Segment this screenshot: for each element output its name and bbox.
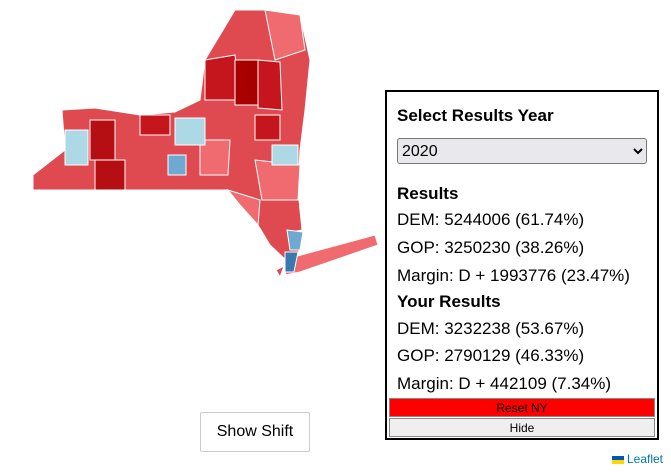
- attribution-link[interactable]: Leaflet: [626, 452, 663, 466]
- county: [139, 114, 171, 136]
- county: [264, 9, 306, 61]
- show-shift-button[interactable]: Show Shift: [200, 412, 310, 452]
- county: [234, 59, 259, 106]
- county: [271, 144, 299, 166]
- your-result-line: GOP: 2790129 (46.33%): [397, 346, 585, 365]
- result-line: DEM: 5244006 (61.74%): [397, 210, 585, 229]
- county: [275, 264, 285, 279]
- flag-icon: [611, 455, 624, 464]
- county: [199, 139, 231, 176]
- map: [32, 9, 379, 279]
- panel-title: Select Results Year: [397, 106, 554, 125]
- county: [94, 159, 126, 191]
- your-result-line: Margin: D + 442109 (7.34%): [397, 374, 612, 393]
- county: [254, 114, 281, 141]
- county: [284, 251, 299, 273]
- county: [89, 119, 116, 161]
- results-panel: Select Results Year 2020 Results DEM: 52…: [385, 90, 659, 440]
- county: [254, 159, 301, 201]
- county: [64, 129, 89, 166]
- county: [286, 229, 304, 251]
- result-line: Margin: D + 1993776 (23.47%): [397, 266, 630, 285]
- reset-button[interactable]: Reset NY: [389, 398, 655, 417]
- county: [167, 154, 187, 176]
- results-heading: Results: [397, 184, 459, 203]
- result-line: GOP: 3250230 (38.26%): [397, 238, 585, 257]
- county: [257, 59, 283, 111]
- counties: [32, 9, 379, 279]
- your-result-line: DEM: 3232238 (53.67%): [397, 319, 585, 338]
- county: [174, 117, 206, 146]
- hide-button[interactable]: Hide: [389, 418, 655, 437]
- county: [226, 189, 261, 227]
- attribution: Leaflet: [611, 452, 663, 466]
- year-select[interactable]: 2020: [397, 138, 647, 164]
- your-results-heading: Your Results: [397, 292, 501, 311]
